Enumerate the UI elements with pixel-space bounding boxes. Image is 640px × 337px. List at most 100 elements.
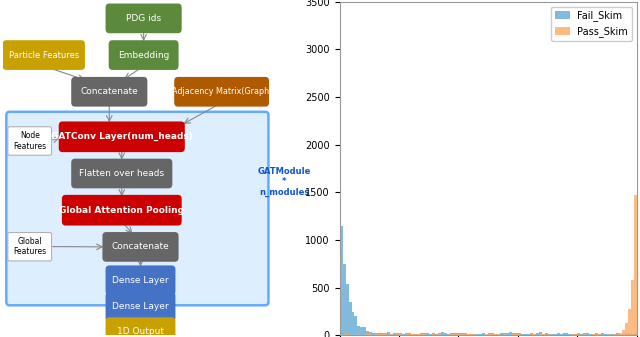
Text: Node
Features: Node Features: [13, 131, 46, 151]
Text: GATConv Layer(num_heads): GATConv Layer(num_heads): [51, 132, 193, 142]
FancyBboxPatch shape: [3, 40, 85, 70]
Bar: [631, 334, 634, 335]
Bar: [414, 334, 417, 335]
Bar: [483, 333, 485, 335]
Bar: [509, 332, 512, 335]
Bar: [545, 333, 548, 335]
Bar: [381, 334, 384, 335]
Bar: [512, 334, 515, 335]
Bar: [568, 334, 572, 335]
Bar: [417, 334, 420, 335]
Bar: [441, 333, 444, 335]
Bar: [539, 332, 541, 335]
Text: Embedding: Embedding: [118, 51, 170, 60]
Bar: [461, 334, 465, 335]
Bar: [518, 333, 521, 335]
Bar: [366, 334, 369, 335]
Bar: [628, 309, 631, 335]
Bar: [420, 333, 423, 335]
Bar: [497, 334, 500, 335]
Text: Dense Layer: Dense Layer: [112, 276, 169, 285]
Bar: [532, 334, 536, 335]
Bar: [438, 334, 441, 335]
Bar: [488, 333, 491, 335]
Bar: [358, 334, 360, 335]
FancyBboxPatch shape: [62, 195, 182, 225]
Bar: [474, 334, 476, 335]
Bar: [559, 334, 563, 335]
Bar: [470, 334, 474, 335]
Bar: [589, 334, 592, 335]
Bar: [456, 333, 458, 335]
Bar: [532, 334, 536, 335]
Bar: [387, 332, 390, 335]
Bar: [527, 334, 530, 335]
Bar: [512, 333, 515, 335]
Bar: [554, 334, 557, 335]
Bar: [402, 334, 405, 335]
Bar: [598, 334, 601, 335]
Bar: [358, 326, 360, 335]
FancyBboxPatch shape: [8, 233, 52, 261]
Bar: [601, 333, 604, 335]
Bar: [574, 334, 577, 335]
Bar: [346, 334, 349, 335]
Bar: [414, 334, 417, 335]
FancyBboxPatch shape: [106, 292, 175, 322]
Bar: [452, 333, 456, 335]
Bar: [583, 333, 586, 335]
Bar: [449, 333, 452, 335]
Text: PDG ids: PDG ids: [126, 14, 161, 23]
Bar: [378, 334, 381, 335]
Bar: [595, 334, 598, 335]
Bar: [491, 334, 494, 335]
Bar: [518, 334, 521, 335]
Bar: [364, 327, 366, 335]
Bar: [521, 334, 524, 335]
Legend: Fail_Skim, Pass_Skim: Fail_Skim, Pass_Skim: [551, 6, 632, 41]
Bar: [497, 334, 500, 335]
Bar: [458, 333, 461, 335]
Bar: [470, 334, 474, 335]
Bar: [467, 334, 470, 335]
Text: Concatenate: Concatenate: [111, 242, 170, 251]
Text: Concatenate: Concatenate: [81, 87, 138, 96]
Bar: [390, 334, 393, 335]
Bar: [500, 333, 503, 335]
Bar: [631, 280, 634, 335]
Bar: [449, 334, 452, 335]
Bar: [586, 333, 589, 335]
Bar: [524, 334, 527, 335]
FancyBboxPatch shape: [106, 3, 182, 33]
Bar: [488, 334, 491, 335]
Bar: [458, 334, 461, 335]
Bar: [491, 333, 494, 335]
Bar: [346, 284, 349, 335]
Text: Flatten over heads: Flatten over heads: [79, 169, 164, 178]
Bar: [580, 334, 583, 335]
Bar: [399, 333, 402, 335]
FancyBboxPatch shape: [106, 266, 175, 295]
Bar: [351, 312, 355, 335]
Bar: [408, 333, 411, 335]
Bar: [577, 334, 580, 335]
Bar: [375, 334, 378, 335]
Bar: [619, 334, 622, 335]
Bar: [634, 195, 637, 335]
Bar: [360, 327, 364, 335]
Bar: [550, 334, 554, 335]
Bar: [607, 334, 610, 335]
Bar: [541, 334, 545, 335]
Bar: [452, 334, 456, 335]
Bar: [515, 334, 518, 335]
Bar: [342, 264, 346, 335]
Bar: [384, 333, 387, 335]
Bar: [342, 334, 346, 335]
Bar: [479, 334, 483, 335]
Text: GATModule
*
n_modules: GATModule * n_modules: [257, 167, 311, 197]
Bar: [485, 334, 488, 335]
Bar: [465, 333, 467, 335]
FancyBboxPatch shape: [59, 121, 185, 152]
Bar: [574, 334, 577, 335]
Bar: [583, 334, 586, 335]
